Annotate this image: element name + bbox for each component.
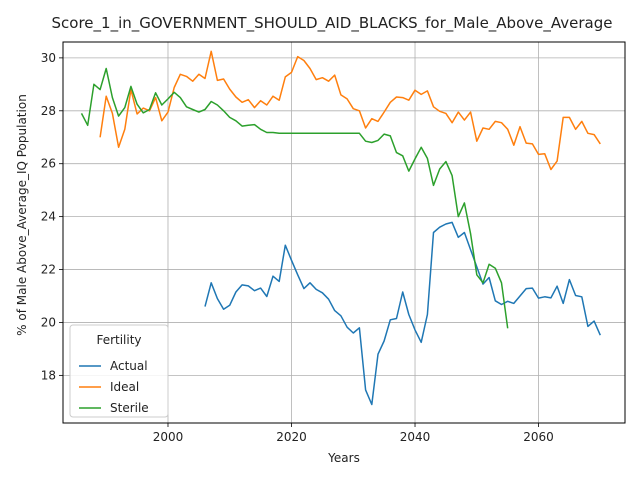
y-tick-label: 26 bbox=[41, 157, 56, 171]
series-line-sterile bbox=[82, 69, 508, 329]
y-axis-ticks: 18 20 22 24 26 28 30 bbox=[41, 51, 63, 383]
y-tick-label: 30 bbox=[41, 51, 56, 65]
legend-label-actual: Actual bbox=[110, 359, 148, 373]
x-tick-label: 2020 bbox=[276, 430, 307, 444]
y-tick-label: 22 bbox=[41, 263, 56, 277]
y-tick-label: 28 bbox=[41, 104, 56, 118]
legend-label-ideal: Ideal bbox=[110, 380, 139, 394]
y-tick-label: 20 bbox=[41, 315, 56, 329]
x-axis-ticks: 2000 2020 2040 2060 bbox=[153, 423, 554, 444]
chart-title: Score_1_in_GOVERNMENT_SHOULD_AID_BLACKS_… bbox=[52, 14, 613, 33]
x-tick-label: 2040 bbox=[400, 430, 431, 444]
x-tick-label: 2060 bbox=[523, 430, 554, 444]
legend: Fertility Actual Ideal Sterile bbox=[70, 325, 168, 417]
series-line-actual bbox=[205, 222, 600, 404]
x-tick-label: 2000 bbox=[153, 430, 184, 444]
y-axis-label: % of Male Above_Average_IQ Population bbox=[15, 94, 29, 336]
x-axis-label: Years bbox=[327, 451, 360, 465]
legend-title: Fertility bbox=[96, 333, 141, 347]
legend-label-sterile: Sterile bbox=[110, 401, 149, 415]
y-tick-label: 24 bbox=[41, 210, 56, 224]
y-tick-label: 18 bbox=[41, 368, 56, 382]
